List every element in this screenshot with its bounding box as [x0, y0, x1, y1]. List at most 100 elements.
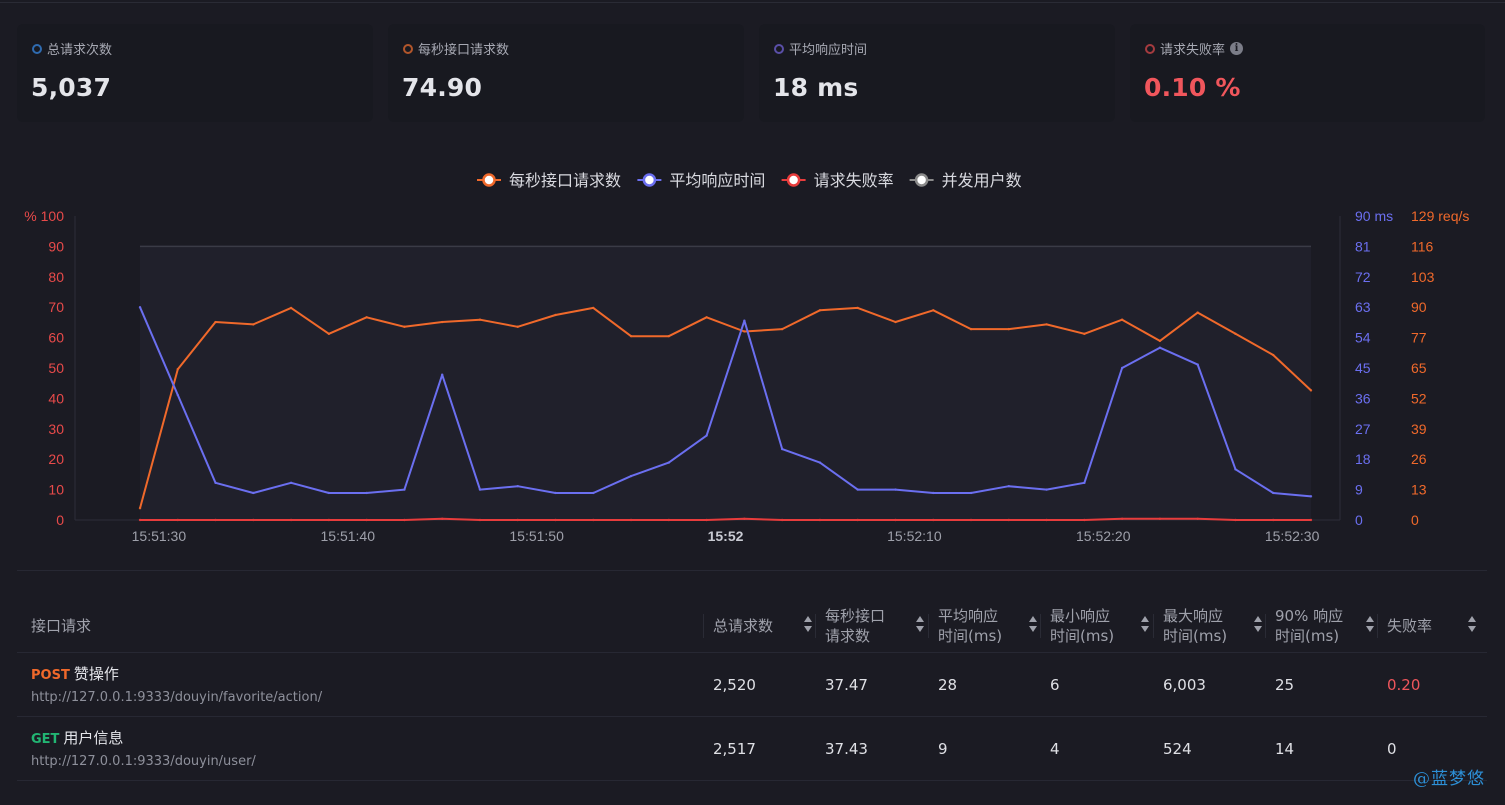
legend-marker-icon[interactable] [914, 173, 929, 187]
api-cell: POST 赞操作 http://127.0.0.1:9333/douyin/favo… [31, 663, 322, 705]
stat-value: 0.10 % [1144, 73, 1241, 102]
column-header-text: 时间(ms) [1275, 626, 1340, 645]
cell-fail: 0.20 [1387, 676, 1421, 694]
series-line [139, 306, 1312, 498]
data-point [516, 325, 519, 328]
column-header-text: 接口请求 [31, 616, 92, 635]
right-axis-rps-tick-label: 52 [1411, 390, 1427, 406]
column-header-label: 最小响应 时间(ms) [1050, 606, 1114, 646]
metrics-line-chart: 0 10 20 30 40 50 60 70 80 90 % 100 0 9 18 27 36 45 54 63 72… [24, 171, 1469, 544]
data-point [138, 507, 142, 510]
column-header-text: 90% 响应 [1275, 606, 1344, 625]
status-dot-icon [32, 43, 42, 54]
column-header-text: 时间(ms) [938, 626, 1003, 645]
data-point [592, 518, 595, 522]
right-axis-ms-tick-label: 18 [1355, 451, 1371, 467]
left-axis-tick-label: 80 [48, 269, 64, 285]
column-separator [1040, 614, 1041, 638]
sort-icon[interactable] [1029, 616, 1038, 634]
api-url: http://127.0.0.1:9333/douyin/favorite/ac… [31, 690, 323, 705]
data-point [629, 334, 633, 338]
right-axis-rps-tick-label: 39 [1411, 421, 1427, 437]
table-row[interactable]: GET 用户信息 http://127.0.0.1:9333/douyin/user… [17, 717, 1487, 781]
legend-item-label[interactable]: 每秒接口请求数 [509, 171, 621, 190]
data-point [1309, 495, 1313, 498]
legend-item-label[interactable]: 平均响应时间 [669, 171, 765, 190]
data-point [1045, 323, 1048, 326]
data-point [932, 491, 935, 495]
data-point [705, 518, 708, 522]
column-header[interactable]: 最大响应 时间(ms) [1153, 598, 1273, 653]
left-axis-tick-label: 0 [56, 512, 64, 528]
column-header-text: 请求数 [825, 626, 871, 645]
column-header[interactable]: 90% 响应 时间(ms) [1265, 598, 1385, 653]
data-point [138, 306, 142, 309]
stat-value: 5,037 [31, 73, 112, 102]
cell-p90: 25 [1275, 676, 1295, 694]
sort-icon[interactable] [1468, 616, 1477, 634]
cell-avg: 9 [938, 740, 948, 758]
data-point [1120, 318, 1124, 321]
info-circle-icon[interactable]: i [1230, 42, 1244, 55]
legend-item-label[interactable]: 请求失败率 [814, 171, 894, 190]
data-point [592, 306, 595, 310]
data-point [403, 325, 406, 328]
api-name: 赞操作 [73, 665, 119, 683]
api-title: GET 用户信息 [31, 727, 256, 748]
series-line [139, 306, 1312, 509]
legend-item-label[interactable]: 并发用户数 [942, 171, 1022, 190]
sort-icon[interactable] [1254, 616, 1263, 634]
right-axis-rps-tick-label: 129 req/s [1411, 208, 1469, 224]
x-axis-tick-label: 15:52 [708, 528, 744, 544]
data-point [629, 474, 633, 478]
legend-marker-icon[interactable] [482, 173, 496, 187]
column-header[interactable]: 失败率 [1377, 598, 1487, 653]
data-point [894, 488, 897, 491]
data-point [252, 491, 255, 495]
sort-icon[interactable] [804, 616, 813, 634]
stat-card-total-requests: 总请求次数 5,037 [17, 24, 373, 122]
data-point [478, 518, 482, 522]
data-point [214, 481, 217, 485]
right-axis-rps-tick-label: 103 [1411, 269, 1435, 285]
column-header[interactable]: 平均响应 时间(ms) [928, 598, 1048, 653]
stat-label: 请求失败率 [1160, 43, 1226, 58]
x-axis-tick-label: 15:52:10 [887, 528, 942, 544]
data-point [780, 447, 784, 451]
legend-marker-icon[interactable] [786, 173, 801, 187]
x-axis-tick-label: 15:52:20 [1076, 528, 1131, 544]
legend-marker-icon[interactable] [642, 173, 657, 187]
data-point [743, 319, 746, 322]
data-point [705, 434, 708, 437]
cell-rps: 37.43 [825, 740, 868, 758]
top-border [0, 2, 1505, 3]
data-point [667, 518, 671, 522]
data-point [743, 330, 746, 333]
data-point [780, 518, 784, 522]
column-separator [815, 614, 816, 638]
sort-icon[interactable] [1366, 616, 1375, 634]
left-axis-tick-label: 90 [48, 238, 64, 254]
stat-cards: 总请求次数 5,037 每秒接口请求数 74.90 平均响应时间 18 ms 请… [17, 24, 1485, 122]
sort-icon[interactable] [916, 616, 925, 634]
sort-icon[interactable] [1141, 616, 1150, 634]
table-row[interactable]: POST 赞操作 http://127.0.0.1:9333/douyin/favo… [17, 653, 1487, 717]
data-point [1007, 327, 1011, 331]
right-axis-ms-tick-label: 36 [1355, 390, 1371, 406]
data-point [289, 306, 293, 310]
right-axis-rps-tick-label: 26 [1411, 451, 1427, 467]
column-header[interactable]: 最小响应 时间(ms) [1040, 598, 1160, 653]
column-header[interactable]: 每秒接口 请求数 [815, 598, 935, 653]
section-divider [17, 570, 1487, 571]
data-point [554, 491, 557, 495]
data-point [554, 313, 557, 317]
data-point [1158, 346, 1162, 349]
column-header[interactable]: 总请求数 [703, 598, 823, 653]
data-point [554, 518, 557, 522]
data-point [1120, 366, 1124, 370]
data-point [1234, 468, 1237, 471]
data-point [516, 485, 519, 488]
api-stats-table: 接口请求 总请求数 每秒接口 请求数 平均响应 时间(ms) 最小响应 时间(ms) 最大响应时… [17, 598, 1487, 781]
stat-card-rps: 每秒接口请求数 74.90 [388, 24, 744, 122]
data-point [365, 316, 368, 319]
